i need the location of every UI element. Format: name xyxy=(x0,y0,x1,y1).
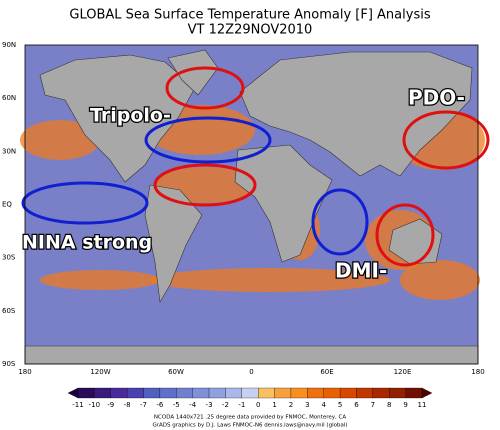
lon-label: 120W xyxy=(90,368,110,376)
colorbar-label: 8 xyxy=(387,401,391,409)
annotation: Tripolo- xyxy=(90,105,171,127)
continents xyxy=(24,49,479,365)
lon-label: 180 xyxy=(471,368,484,376)
colorbar-swatch xyxy=(225,387,242,399)
colorbar-label: -7 xyxy=(140,401,147,409)
colorbar-swatch xyxy=(241,387,259,399)
colorbar-swatch xyxy=(258,387,275,399)
colorbar-swatch xyxy=(307,387,324,399)
colorbar-swatch xyxy=(192,387,210,399)
colorbar-label: 1 xyxy=(272,401,276,409)
colorbar: -11 -10 -9 -8 -7 -6 -5 -4 -3 -2 -1 0 1 2 3 4 5 6 7 8 9 11 xyxy=(67,387,433,409)
colorbar-label: 0 xyxy=(256,401,260,409)
lon-label: 180 xyxy=(18,368,31,376)
colorbar-swatch xyxy=(389,387,406,399)
colorbar-label: 5 xyxy=(338,401,342,409)
colorbar-swatch xyxy=(126,387,144,399)
map-frame xyxy=(24,44,479,365)
colorbar-label: -9 xyxy=(107,401,114,409)
colorbar-swatch xyxy=(372,387,390,399)
lon-label: 60W xyxy=(168,368,184,376)
credit-line: NCODA 1440x721 .25 degree data provided … xyxy=(154,415,346,421)
colorbar-label: -2 xyxy=(222,401,229,409)
highlight-ovals xyxy=(21,66,490,267)
colorbar-label: 4 xyxy=(321,401,326,409)
lat-label: 60N xyxy=(2,94,16,102)
colorbar-swatch xyxy=(143,387,161,399)
colorbar-swatch xyxy=(94,387,111,399)
colorbar-swatch xyxy=(208,387,226,399)
lon-label: 120E xyxy=(394,368,412,376)
colorbar-label: -10 xyxy=(89,401,100,409)
colorbar-label: 6 xyxy=(354,401,359,409)
colorbar-label: -4 xyxy=(189,401,197,409)
colorbar-label: 3 xyxy=(305,401,309,409)
colorbar-swatch xyxy=(77,387,95,399)
colorbar-label: 2 xyxy=(289,401,293,409)
colorbar-swatch xyxy=(176,387,193,399)
map: Tripolo- PDO- NINA strong DMI- xyxy=(20,44,490,365)
colorbar-label: -8 xyxy=(124,401,131,409)
subtitle: VT 12Z29NOV2010 xyxy=(188,23,313,38)
lat-label: 60S xyxy=(2,307,16,315)
lat-label: EQ xyxy=(2,201,12,209)
colorbar-swatch xyxy=(274,387,292,399)
credit-line: GrADS graphics by D.J. Laws FNMOC-N6 den… xyxy=(152,423,347,429)
colorbar-label: -5 xyxy=(173,401,180,409)
colorbar-label: 7 xyxy=(371,401,375,409)
colorbar-swatch xyxy=(356,387,374,399)
annotation: DMI- xyxy=(335,259,387,283)
annotation: PDO- xyxy=(408,86,465,110)
colorbar-swatch xyxy=(339,387,357,399)
lon-label: 60E xyxy=(320,368,333,376)
colorbar-swatch xyxy=(405,387,423,399)
colorbar-end xyxy=(421,387,433,399)
title: GLOBAL Sea Surface Temperature Anomaly [… xyxy=(69,8,430,23)
colorbar-label: -1 xyxy=(238,401,245,409)
lon-label: 0 xyxy=(249,368,253,376)
colorbar-label: -3 xyxy=(206,401,213,409)
colorbar-swatch xyxy=(323,387,341,399)
colorbar-swatch xyxy=(110,387,128,399)
colorbar-end xyxy=(67,387,79,399)
lat-label: 90N xyxy=(2,41,16,49)
colorbar-label: 9 xyxy=(403,401,407,409)
lat-label: 30N xyxy=(2,147,16,155)
colorbar-swatch xyxy=(290,387,308,399)
colorbar-label: 11 xyxy=(418,401,427,409)
colorbar-label: -6 xyxy=(156,401,164,409)
colorbar-swatch xyxy=(159,387,177,399)
colorbar-label: -11 xyxy=(72,401,83,409)
lat-label: 90S xyxy=(2,360,16,368)
lat-label: 30S xyxy=(2,254,16,262)
annotation: NINA strong xyxy=(22,232,152,254)
